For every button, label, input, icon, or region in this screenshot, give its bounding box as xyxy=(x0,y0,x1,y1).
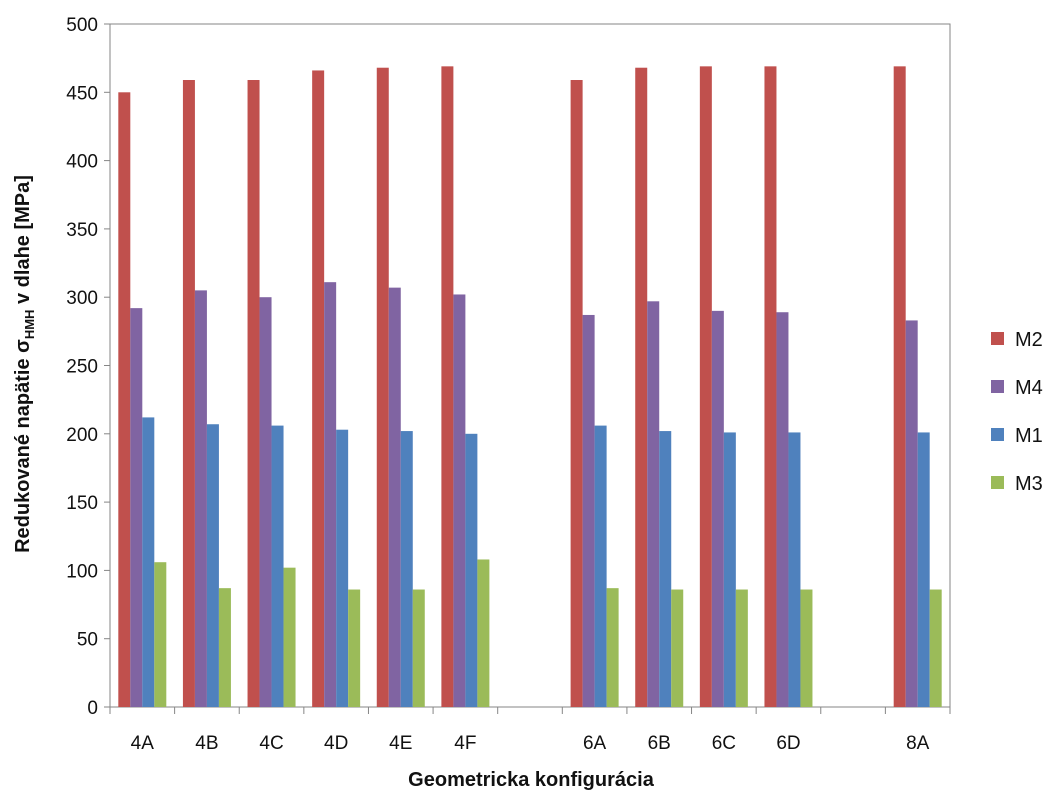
plot-border xyxy=(109,23,951,708)
legend-swatch xyxy=(991,476,1004,489)
bar-m3 xyxy=(218,588,231,707)
x-tick-label: 6D xyxy=(776,733,800,754)
bar-m3 xyxy=(606,588,619,707)
y-tick-label: 150 xyxy=(66,493,98,514)
y-tick-label: 250 xyxy=(66,357,98,378)
bars xyxy=(118,66,942,708)
bar-m1 xyxy=(271,425,284,707)
bar-m2 xyxy=(182,80,195,708)
x-tick-label: 4E xyxy=(389,733,412,754)
y-tick-label: 200 xyxy=(66,425,98,446)
bar-m3 xyxy=(735,589,748,707)
bar-m1 xyxy=(336,429,349,707)
legend-swatch xyxy=(991,428,1004,441)
bar-m2 xyxy=(247,80,260,708)
bar-m3 xyxy=(154,562,167,707)
y-tick-label: 350 xyxy=(66,220,98,241)
bar-m2 xyxy=(441,66,454,707)
bar-m1 xyxy=(659,431,672,707)
legend-item-m4[interactable]: M4 xyxy=(991,377,1043,399)
x-tick-label: 6C xyxy=(712,733,736,754)
bar-m1 xyxy=(723,432,736,707)
legend-item-m3[interactable]: M3 xyxy=(991,473,1043,495)
x-tick-label: 6B xyxy=(648,733,671,754)
bar-m1 xyxy=(917,432,930,707)
bar-m4 xyxy=(582,314,595,707)
x-tick-label: 4D xyxy=(324,733,348,754)
bar-m3 xyxy=(671,589,684,707)
bar-m3 xyxy=(800,589,813,707)
bar-m4 xyxy=(905,320,918,707)
bar-m3 xyxy=(477,559,490,707)
bar-m1 xyxy=(400,431,413,707)
y-axis-title-suffix: v dlahe [MPa] xyxy=(12,175,34,309)
y-tick-label: 500 xyxy=(66,15,98,36)
bar-m1 xyxy=(465,433,478,707)
x-tick-label: 4F xyxy=(454,733,476,754)
x-axis-ticks: 4A 4B 4C 4D 4E 4F 6A 6B 6C 6D 8A xyxy=(109,707,951,754)
bar-m2 xyxy=(893,66,906,707)
legend-item-m1[interactable]: M1 xyxy=(991,425,1043,447)
y-tick-label: 300 xyxy=(66,288,98,309)
bar-m4 xyxy=(453,294,466,707)
bar-m1 xyxy=(206,424,219,707)
y-axis-title-subscript: HMH xyxy=(22,310,37,340)
bar-m4 xyxy=(647,301,660,707)
legend-label: M4 xyxy=(1015,377,1043,399)
x-tick-label: 4C xyxy=(259,733,283,754)
bar-m1 xyxy=(142,417,155,707)
bar-m2 xyxy=(570,80,583,708)
bar-m4 xyxy=(388,287,401,707)
y-tick-label: 0 xyxy=(87,698,98,719)
x-tick-label: 4A xyxy=(131,733,155,754)
bar-m4 xyxy=(259,297,272,707)
bar-m3 xyxy=(929,589,942,707)
y-axis-title: Redukované napätie σHMH v dlahe [MPa] xyxy=(12,175,37,553)
bar-m4 xyxy=(711,310,724,707)
x-tick-label: 8A xyxy=(906,733,930,754)
y-tick-label: 50 xyxy=(77,630,98,651)
y-axis-ticks: 0 50 100 150 200 250 300 350 400 450 500 xyxy=(66,15,110,719)
legend-swatch xyxy=(991,332,1004,345)
x-axis-title: Geometricka konfigurácia xyxy=(408,769,655,791)
legend-label: M3 xyxy=(1015,473,1043,495)
bar-m2 xyxy=(635,67,648,708)
bar-m2 xyxy=(376,67,389,708)
bar-m2 xyxy=(118,92,131,708)
legend-label: M2 xyxy=(1015,329,1043,351)
y-tick-label: 400 xyxy=(66,152,98,173)
y-axis-title-prefix: Redukované napätie σ xyxy=(12,339,34,553)
bar-m4 xyxy=(130,308,143,707)
bar-m1 xyxy=(594,425,607,707)
bar-m2 xyxy=(699,66,712,707)
bar-m2 xyxy=(764,66,777,707)
legend-swatch xyxy=(991,380,1004,393)
y-tick-label: 450 xyxy=(66,83,98,104)
x-tick-label: 6A xyxy=(583,733,607,754)
legend-item-m2[interactable]: M2 xyxy=(991,329,1043,351)
plot-area xyxy=(109,23,951,708)
legend-label: M1 xyxy=(1015,425,1043,447)
bar-m2 xyxy=(312,70,325,708)
bar-m1 xyxy=(788,432,801,707)
legend[interactable]: M2 M4 M1 M3 xyxy=(991,329,1043,495)
bar-m3 xyxy=(412,589,425,707)
bar-m4 xyxy=(324,282,337,707)
bar-m3 xyxy=(283,567,296,707)
bar-m4 xyxy=(194,290,207,707)
x-tick-label: 4B xyxy=(195,733,218,754)
bar-m4 xyxy=(776,312,789,707)
bar-m3 xyxy=(348,589,361,707)
y-tick-label: 100 xyxy=(66,561,98,582)
